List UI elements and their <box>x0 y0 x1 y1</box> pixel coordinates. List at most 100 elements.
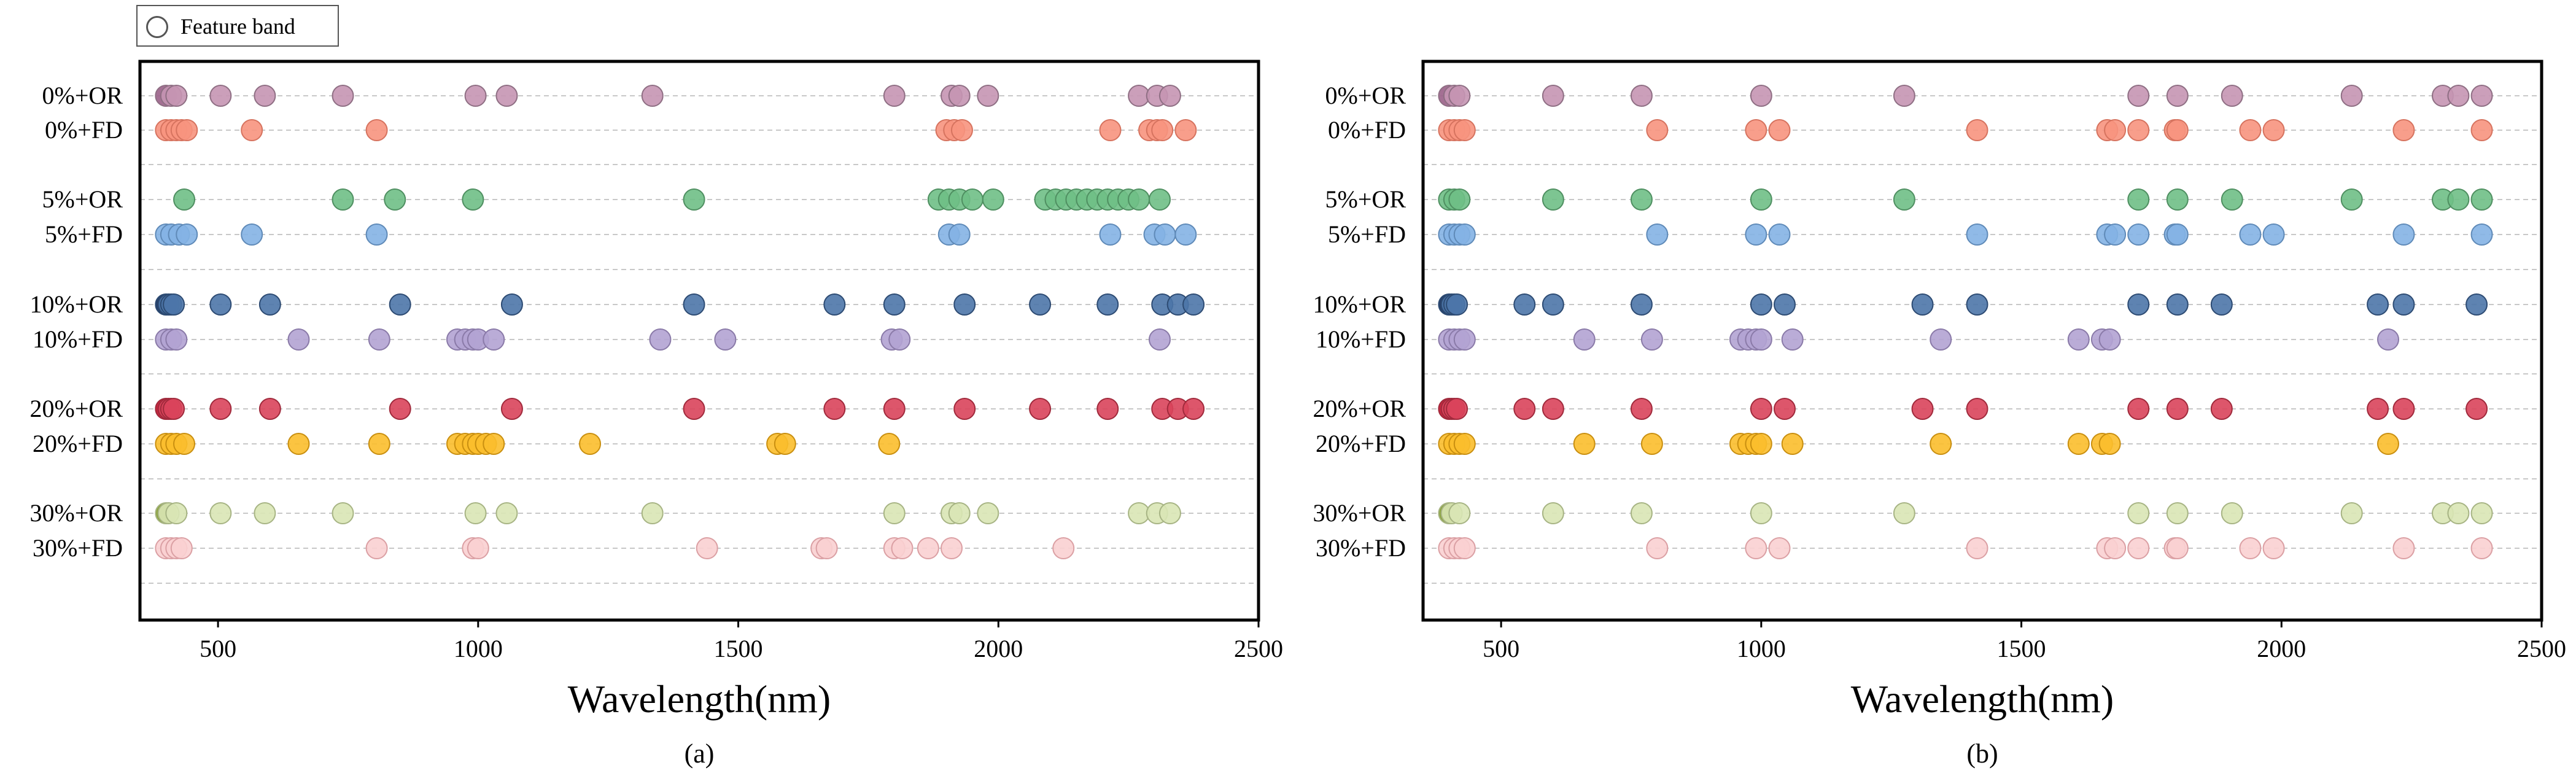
feature-band-point <box>2098 433 2121 455</box>
x-tick-label: 1000 <box>1737 635 1786 662</box>
feature-band-point <box>1630 502 1653 524</box>
feature-band-point <box>1099 119 1122 141</box>
feature-band-point <box>1151 119 1174 141</box>
feature-band-point <box>815 537 838 559</box>
feature-band-point <box>883 398 906 420</box>
feature-band-point <box>483 328 505 351</box>
feature-band-point <box>1911 293 1934 316</box>
feature-band-point <box>1446 398 1468 420</box>
plot-frame <box>1421 60 2543 622</box>
feature-band-point <box>384 188 406 211</box>
feature-band-point <box>948 85 971 107</box>
x-tick-label: 500 <box>1483 635 1519 662</box>
feature-band-point <box>2392 293 2415 316</box>
feature-band-point <box>2166 188 2189 211</box>
feature-band-point <box>953 293 976 316</box>
feature-band-point <box>1174 119 1197 141</box>
feature-band-point <box>1640 433 1663 455</box>
feature-band-point <box>2127 398 2150 420</box>
feature-band-point <box>2465 398 2488 420</box>
feature-band-point <box>1128 188 1150 211</box>
feature-band-point <box>1630 188 1653 211</box>
feature-band-point <box>1448 188 1471 211</box>
row-label: 30%+OR <box>1313 499 1406 527</box>
feature-band-point <box>176 119 198 141</box>
feature-band-point <box>1781 433 1804 455</box>
feature-band-point <box>917 537 939 559</box>
legend-circle-icon <box>146 16 168 38</box>
feature-band-point <box>1750 328 1772 351</box>
feature-band-point <box>579 433 602 455</box>
feature-band-point <box>1750 293 1772 316</box>
feature-band-point <box>241 223 263 246</box>
feature-band-point <box>1096 293 1119 316</box>
feature-band-point <box>961 188 983 211</box>
row-label: 5%+FD <box>1328 220 1406 248</box>
feature-band-point <box>883 502 906 524</box>
feature-band-point <box>2067 433 2090 455</box>
feature-band-point <box>1174 223 1197 246</box>
feature-band-point <box>1154 223 1176 246</box>
feature-band-point <box>1750 502 1772 524</box>
feature-band-point <box>1773 293 1796 316</box>
feature-band-point <box>1182 398 1205 420</box>
feature-band-point <box>1630 293 1653 316</box>
feature-band-point <box>823 293 846 316</box>
feature-band-point <box>368 433 390 455</box>
feature-band-point <box>696 537 718 559</box>
feature-band-point <box>2221 188 2243 211</box>
feature-band-point <box>254 85 276 107</box>
legend-label: Feature band <box>180 14 295 39</box>
x-tick-label: 1000 <box>454 635 503 662</box>
feature-band-point <box>332 85 354 107</box>
row-label: 20%+FD <box>33 430 123 457</box>
row-label: 30%+OR <box>30 499 123 527</box>
row-label: 10%+FD <box>1316 325 1406 353</box>
feature-band-point <box>332 502 354 524</box>
feature-band-point <box>2262 223 2285 246</box>
feature-band-point <box>170 537 193 559</box>
feature-band-point <box>165 85 188 107</box>
feature-band-point <box>389 293 411 316</box>
feature-band-point <box>2166 293 2189 316</box>
feature-band-point <box>2104 537 2127 559</box>
feature-band-point <box>683 398 705 420</box>
row-label: 0%+FD <box>45 116 123 144</box>
feature-band-point <box>495 502 518 524</box>
row-label: 10%+OR <box>30 290 123 318</box>
feature-band-point <box>1448 85 1471 107</box>
feature-band-point <box>1096 398 1119 420</box>
feature-band-point <box>365 223 388 246</box>
feature-band-point <box>163 293 185 316</box>
feature-band-point <box>982 188 1004 211</box>
feature-band-point <box>1781 328 1804 351</box>
row-label: 20%+FD <box>1316 430 1406 457</box>
feature-band-point <box>258 398 281 420</box>
row-label: 0%+OR <box>1325 82 1406 109</box>
feature-band-point <box>1542 85 1564 107</box>
feature-band-point <box>2210 293 2233 316</box>
feature-band-point <box>1893 85 1915 107</box>
feature-band-point <box>1773 398 1796 420</box>
feature-band-point <box>254 502 276 524</box>
feature-band-point <box>2166 223 2189 246</box>
feature-band-point <box>2377 433 2400 455</box>
feature-band-point <box>948 502 971 524</box>
x-tick-label: 2000 <box>2257 635 2306 662</box>
feature-band-point <box>1542 188 1564 211</box>
row-label: 10%+OR <box>1313 290 1406 318</box>
feature-band-point <box>2067 328 2090 351</box>
feature-band-point <box>1750 433 1772 455</box>
feature-band-point <box>1768 119 1791 141</box>
feature-band-point <box>2127 119 2150 141</box>
feature-band-point <box>683 188 705 211</box>
row-label: 5%+OR <box>1325 185 1406 213</box>
row-label: 10%+FD <box>33 325 123 353</box>
feature-band-point <box>495 85 518 107</box>
feature-band-point <box>891 537 914 559</box>
feature-band-point <box>823 398 846 420</box>
feature-band-point <box>464 85 487 107</box>
feature-band-point <box>2239 223 2262 246</box>
feature-band-point <box>1158 85 1181 107</box>
feature-band-point <box>948 223 971 246</box>
